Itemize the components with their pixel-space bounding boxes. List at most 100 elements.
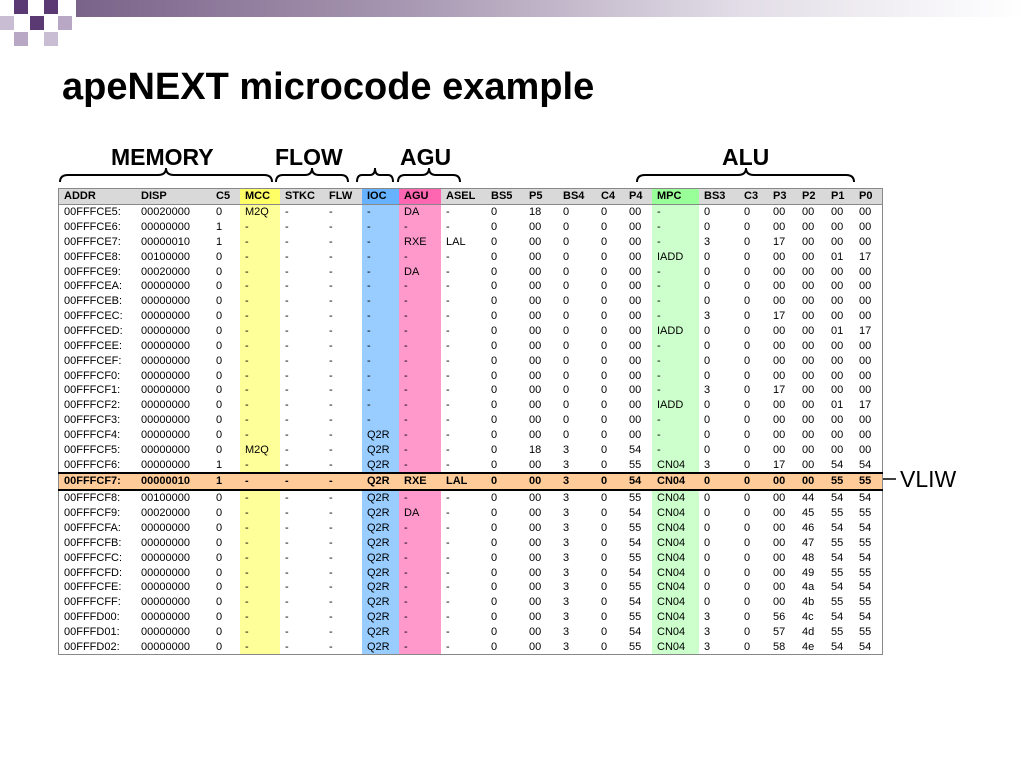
table-cell: 0 — [216, 325, 223, 338]
table-cell: 0 — [491, 492, 498, 505]
table-cell: - — [285, 369, 289, 382]
column-header-flw: FLW — [324, 188, 362, 205]
table-cell: - — [399, 338, 441, 354]
table-cell: 0 — [491, 384, 498, 397]
table-cell: - — [329, 566, 333, 579]
table-cell: - — [399, 550, 441, 566]
column-header-c4: C4 — [596, 188, 624, 205]
table-cell: 0 — [563, 354, 570, 367]
table-cell: 54 — [629, 625, 642, 638]
table-cell: 0 — [601, 265, 608, 278]
table-cell: 00 — [773, 428, 786, 441]
table-cell: 54 — [859, 521, 872, 534]
table-cell: 0 — [704, 399, 711, 412]
table-cell: 00 — [529, 339, 542, 352]
table-cell: 00 — [529, 428, 542, 441]
table-cell: CN04 — [652, 505, 699, 521]
table-cell: 55 — [859, 625, 872, 638]
table-cell: 4c — [802, 611, 814, 624]
table-cell: - — [652, 219, 699, 235]
table-cell: Q2R — [362, 489, 399, 506]
column-header-p0: P0 — [854, 188, 883, 205]
table-cell: 00 — [629, 414, 642, 427]
table-cell: Q2R — [362, 550, 399, 566]
table-cell: 0 — [491, 235, 498, 248]
table-cell: 0 — [216, 414, 223, 427]
table-cell: 54 — [629, 596, 642, 609]
table-cell: 0 — [491, 521, 498, 534]
table-cell: 00 — [773, 492, 786, 505]
table-cell: 0 — [491, 551, 498, 564]
table-cell: 0 — [704, 369, 711, 382]
table-cell: 0 — [491, 414, 498, 427]
table-cell: 00 — [529, 625, 542, 638]
table-cell: - — [240, 264, 280, 280]
table-cell: - — [240, 639, 280, 655]
table-cell: 3 — [563, 521, 570, 534]
ioc-brace — [356, 167, 394, 183]
table-cell: Q2R — [362, 520, 399, 536]
table-cell: - — [446, 443, 450, 456]
table-cell: 00 — [629, 310, 642, 323]
table-cell: 0 — [601, 399, 608, 412]
table-cell: - — [399, 397, 441, 413]
table-cell: 55 — [629, 611, 642, 624]
table-cell: 54 — [629, 566, 642, 579]
table-cell: 00 — [529, 369, 542, 382]
table-cell: 00 — [773, 581, 786, 594]
table-cell: 00 — [831, 384, 844, 397]
table-cell: 0 — [601, 428, 608, 441]
table-cell: 00FFFCF5: — [64, 443, 121, 456]
table-cell: 00 — [802, 221, 815, 234]
table-cell: 00FFFCFE: — [64, 581, 122, 594]
table-cell: - — [652, 293, 699, 309]
table-cell: 00 — [529, 521, 542, 534]
table-cell: 00 — [773, 507, 786, 520]
table-cell: - — [329, 384, 333, 397]
table-cell: 00000010 — [136, 472, 211, 491]
table-cell: 0 — [744, 339, 751, 352]
table-cell: - — [285, 443, 289, 456]
table-cell: - — [324, 472, 362, 491]
table-cell: - — [329, 536, 333, 549]
table-cell: 54 — [831, 611, 844, 624]
table-cell: - — [285, 640, 289, 653]
table-cell: - — [446, 507, 450, 520]
table-cell: 0 — [704, 339, 711, 352]
table-cell: 00 — [831, 221, 844, 234]
table-cell: 00000000 — [141, 596, 190, 609]
table-cell: 4d — [802, 625, 815, 638]
column-header-bs3: BS3 — [699, 188, 739, 205]
table-cell: 00FFFCFD: — [64, 566, 123, 579]
table-cell: 00 — [773, 339, 786, 352]
table-cell: - — [285, 611, 289, 624]
table-cell: - — [240, 535, 280, 551]
table-cell: - — [652, 234, 699, 250]
table-cell: 00000000 — [141, 551, 190, 564]
table-cell: - — [285, 354, 289, 367]
table-cell: LAL — [441, 472, 486, 491]
table-row: 00FFFCF8: 00100000 0- - - Q2R - -0 00 3 0 55 CN04 0 0 0… — [59, 489, 883, 506]
table-cell: 0 — [744, 384, 751, 397]
table-cell: - — [362, 353, 399, 369]
table-cell: - — [240, 397, 280, 413]
table-cell: Q2R — [362, 565, 399, 580]
table-cell: 00 — [802, 280, 815, 293]
table-cell: 0 — [216, 625, 223, 638]
table-cell: - — [399, 535, 441, 551]
table-cell: 55 — [859, 536, 872, 549]
table-cell: 0 — [491, 443, 498, 456]
table-cell: 0 — [744, 443, 751, 456]
table-cell: 3 — [563, 566, 570, 579]
table-cell: 00000000 — [141, 399, 190, 412]
table-cell: 55 — [859, 507, 872, 520]
table-cell: 00000000 — [141, 640, 190, 653]
table-cell: - — [399, 624, 441, 640]
table-cell: - — [240, 234, 280, 250]
table-cell: - — [399, 219, 441, 235]
table-row: 00FFFCE7: 00000010 1- - - - RXE LAL 0 00 0 0 00-3 0 17… — [59, 234, 883, 250]
table-cell: 3 — [563, 596, 570, 609]
table-cell: 01 — [831, 325, 844, 338]
table-cell: 0 — [601, 250, 608, 263]
